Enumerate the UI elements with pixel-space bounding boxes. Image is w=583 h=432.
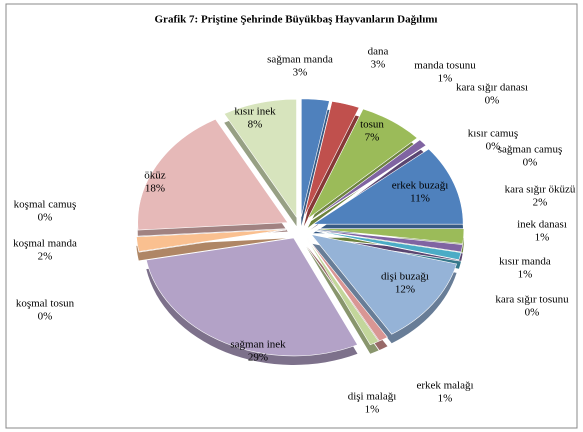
slice-value-label: 0% [38, 212, 53, 224]
slice-value-label: 2% [533, 197, 548, 209]
slice [313, 230, 462, 261]
slice [306, 237, 380, 346]
slice-value-label: 3% [371, 59, 386, 71]
slice-label: manda tosunu [414, 60, 476, 72]
slice-label: kısır inek [234, 106, 276, 118]
slice [306, 237, 388, 342]
slice-value-label: 8% [248, 119, 263, 131]
slice-value-label: 1% [365, 404, 380, 416]
slice-value-label: 1% [438, 393, 453, 405]
slice-label: kara sığır danası [456, 82, 528, 94]
slice [136, 228, 287, 237]
slice [136, 229, 287, 252]
slice-label: sağman inek [230, 339, 286, 351]
slice [145, 237, 358, 357]
slice-side [136, 238, 287, 261]
slice [138, 229, 287, 253]
slice [303, 100, 360, 218]
slice-value-label: 0% [38, 311, 53, 323]
slice-value-label: 29% [248, 352, 268, 364]
slice-value-label: 0% [485, 95, 500, 107]
slice [223, 98, 297, 219]
slice-label: dişi buzağı [381, 271, 429, 283]
slice-label: koşmal camuş [14, 199, 77, 211]
slice-label: koşmal manda [13, 238, 77, 250]
slice-label: sağman camuş [498, 144, 562, 156]
slice-label: kısır manda [499, 256, 551, 268]
slice-value-label: 1% [438, 73, 453, 85]
slice [312, 148, 464, 225]
slice-label: erkek buzağı [392, 180, 449, 192]
slice-label: erkek malağı [416, 380, 473, 392]
slice-value-label: 7% [365, 132, 380, 144]
slice [307, 108, 418, 219]
slice-value-label: 18% [145, 183, 165, 195]
slice [313, 229, 463, 253]
slice-label: dişi malağı [348, 391, 397, 403]
slice [301, 98, 330, 217]
slice-label: kara sığır tosunu [495, 294, 569, 306]
slice-value-label: 12% [395, 284, 415, 296]
slice-value-label: 1% [535, 232, 550, 244]
slice-label: inek danası [517, 219, 567, 231]
slice-label: kara sığır öküzü [505, 184, 576, 196]
slice [310, 139, 427, 221]
chart-title: Grafik 7: Priştine Şehrinde Büyükbaş Hay… [155, 14, 438, 26]
slice-value-label: 2% [38, 251, 53, 263]
slice-value-label: 0% [486, 141, 501, 153]
slice-value-label: 1% [518, 269, 533, 281]
slice-label: koşmal tosun [16, 298, 75, 310]
slice [310, 145, 427, 222]
slice-value-label: 0% [525, 307, 540, 319]
slice-label: tosun [360, 119, 384, 131]
slice-label: öküz [144, 170, 166, 182]
slice [137, 118, 289, 231]
slice [310, 234, 458, 335]
slice-value-label: 3% [293, 67, 308, 79]
slice [313, 228, 465, 244]
slice-label: sağman manda [267, 54, 333, 66]
slice-label: dana [368, 46, 389, 58]
slice-value-label: 11% [410, 193, 430, 205]
slice-side [303, 110, 360, 227]
slice-value-label: 0% [523, 157, 538, 169]
slice-label: kısır camuş [468, 128, 518, 140]
